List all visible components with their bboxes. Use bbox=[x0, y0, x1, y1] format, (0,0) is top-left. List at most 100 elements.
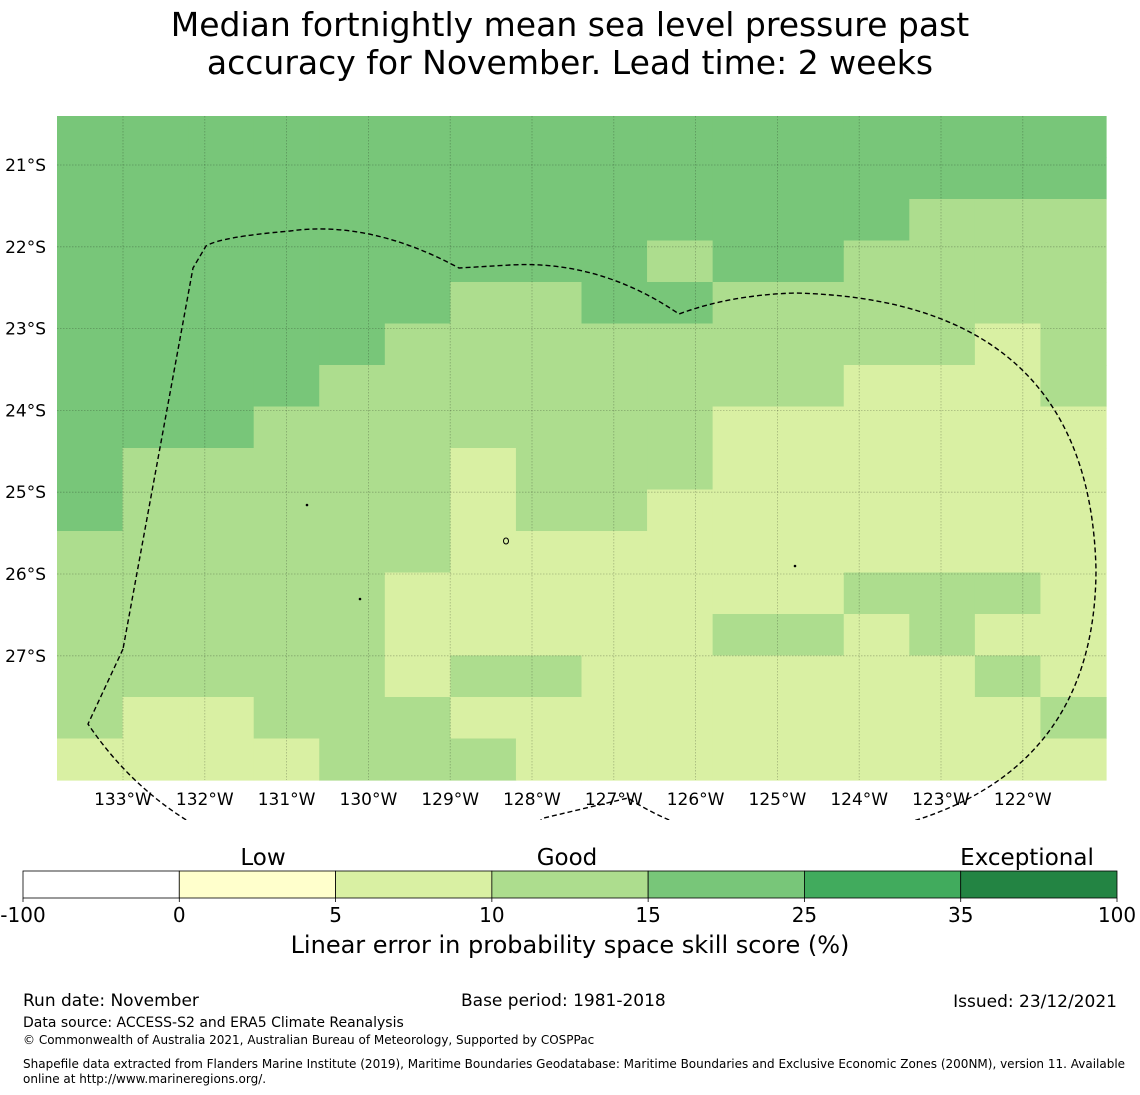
grid-cell bbox=[515, 738, 583, 781]
grid-cell bbox=[253, 406, 320, 449]
grid-cell bbox=[974, 531, 1042, 574]
grid-cell bbox=[843, 489, 910, 532]
grid-cell bbox=[384, 572, 451, 615]
grid-cell bbox=[253, 531, 320, 574]
grid-cell bbox=[843, 655, 910, 698]
colorbar-swatch bbox=[178, 870, 336, 899]
grid-cell bbox=[712, 489, 779, 532]
grid-cell bbox=[57, 614, 124, 657]
grid-cell bbox=[974, 738, 1042, 781]
grid-cell bbox=[188, 199, 255, 242]
grid-cell bbox=[57, 448, 124, 491]
grid-cell bbox=[647, 282, 714, 325]
grid-cell bbox=[778, 323, 845, 366]
grid-cell bbox=[450, 655, 517, 698]
grid-cell bbox=[647, 697, 714, 740]
grid-cell bbox=[253, 489, 320, 532]
grid-cell bbox=[712, 572, 779, 615]
grid-cell bbox=[712, 157, 779, 200]
grid-cell bbox=[712, 697, 779, 740]
grid-cell bbox=[57, 199, 124, 242]
grid-cell bbox=[384, 655, 451, 698]
issued-date: Issued: 23/12/2021 bbox=[953, 992, 1117, 1012]
grid-cell bbox=[647, 655, 714, 698]
grid-cell bbox=[1040, 240, 1107, 283]
grid-cell bbox=[450, 365, 517, 408]
grid-cell bbox=[843, 116, 910, 159]
grid-cell bbox=[122, 323, 189, 366]
grid-cell bbox=[57, 282, 124, 325]
grid-cell bbox=[974, 323, 1042, 366]
grid-cell bbox=[712, 738, 779, 781]
grid-cell bbox=[57, 738, 124, 781]
grid-cell bbox=[647, 199, 714, 242]
grid-cell bbox=[1040, 697, 1107, 740]
grid-cell bbox=[450, 157, 517, 200]
grid-cell bbox=[647, 738, 714, 781]
grid-cell bbox=[384, 738, 451, 781]
grid-cell bbox=[253, 697, 320, 740]
grid-cell bbox=[778, 655, 845, 698]
grid-cell bbox=[974, 406, 1042, 449]
grid-cell bbox=[384, 448, 451, 491]
grid-cell bbox=[974, 448, 1042, 491]
grid-cell bbox=[581, 697, 648, 740]
grid-cell bbox=[515, 614, 583, 657]
grid-cell bbox=[384, 365, 451, 408]
islands bbox=[305, 503, 797, 601]
grid-cell bbox=[778, 697, 845, 740]
grid-cell bbox=[57, 323, 124, 366]
grid-cell bbox=[122, 531, 189, 574]
grid-cell bbox=[712, 323, 779, 366]
grid-cell bbox=[450, 406, 517, 449]
colorbar-category-label: Exceptional bbox=[960, 845, 1094, 871]
lon-tick-label: 122°W bbox=[994, 790, 1052, 810]
grid-cell bbox=[319, 572, 386, 615]
grid-cell bbox=[1040, 489, 1107, 532]
lat-tick-label: 23°S bbox=[5, 320, 46, 340]
grid-cell bbox=[319, 738, 386, 781]
grid-cell bbox=[188, 572, 255, 615]
grid-cell bbox=[581, 614, 648, 657]
colorbar-tick-label: 15 bbox=[635, 903, 660, 927]
grid-cell bbox=[974, 697, 1042, 740]
grid-cell bbox=[909, 323, 976, 366]
grid-cell bbox=[909, 365, 976, 408]
lat-tick-label: 24°S bbox=[5, 401, 46, 421]
grid-cell bbox=[712, 614, 779, 657]
grid-cell bbox=[253, 614, 320, 657]
grid-cell bbox=[843, 697, 910, 740]
grid-cell bbox=[581, 738, 648, 781]
grid-cell bbox=[843, 572, 910, 615]
grid-cell bbox=[843, 157, 910, 200]
grid-cell bbox=[843, 738, 910, 781]
grid-cell bbox=[57, 489, 124, 532]
grid-cell bbox=[778, 531, 845, 574]
colorbar-swatches bbox=[22, 870, 1118, 899]
grid-cell bbox=[57, 406, 124, 449]
grid-cell bbox=[909, 116, 976, 159]
grid-cell bbox=[515, 448, 583, 491]
colorbar-tick-label: 100 bbox=[1098, 903, 1136, 927]
grid-cell bbox=[843, 614, 910, 657]
island bbox=[305, 503, 309, 507]
grid-cell bbox=[712, 406, 779, 449]
island bbox=[793, 564, 797, 568]
grid-cell bbox=[319, 489, 386, 532]
grid-cell bbox=[1040, 365, 1107, 408]
colorbar-tick-label: 35 bbox=[948, 903, 973, 927]
grid-cell bbox=[188, 614, 255, 657]
grid-cell bbox=[188, 116, 255, 159]
lat-tick-label: 26°S bbox=[5, 565, 46, 585]
grid-cell bbox=[712, 116, 779, 159]
grid-cell bbox=[384, 531, 451, 574]
base-period: Base period: 1981-2018 bbox=[461, 991, 666, 1011]
grid-cell bbox=[188, 323, 255, 366]
grid-cell bbox=[319, 240, 386, 283]
grid-cell bbox=[122, 489, 189, 532]
grid-cell bbox=[57, 655, 124, 698]
grid-cell bbox=[778, 116, 845, 159]
colorbar: Low Good Exceptional -100 0 5 10 15 25 35 100 Lin… bbox=[0, 845, 1136, 959]
grid-cell bbox=[1040, 323, 1107, 366]
grid-cell bbox=[319, 323, 386, 366]
